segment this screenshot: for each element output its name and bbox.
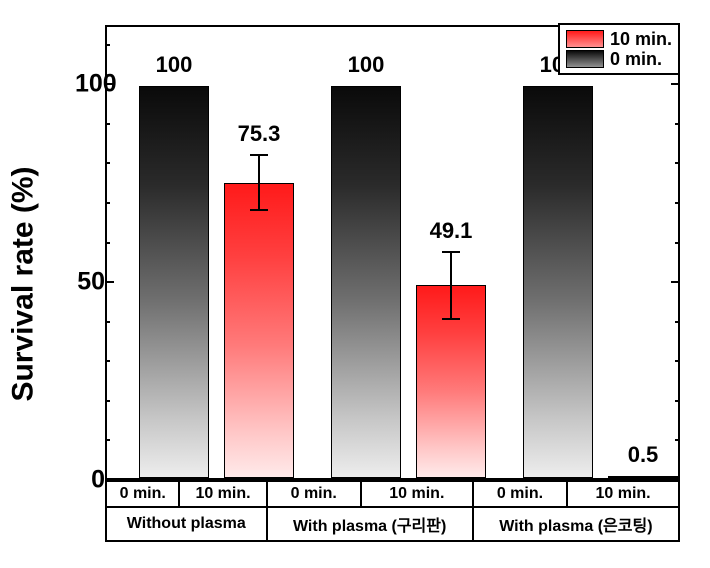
x-group-cell: Without plasma	[106, 507, 267, 541]
x-group-cell: With plasma (은코팅)	[473, 507, 679, 541]
plot-area: 10075.310049.11000.5	[105, 25, 680, 480]
error-bar	[258, 155, 260, 210]
legend-swatch-red	[566, 30, 604, 48]
error-cap	[250, 209, 268, 211]
survival-rate-chart: Survival rate (%) 10 min. 0 min. 050100 …	[0, 0, 710, 568]
legend: 10 min. 0 min.	[558, 23, 680, 75]
bar-black	[331, 86, 401, 478]
x-group-row: Without plasma With plasma (구리판) With pl…	[106, 507, 679, 541]
x-sub-cell: 0 min.	[267, 481, 361, 507]
error-cap	[442, 251, 460, 253]
x-sub-cell: 0 min.	[473, 481, 567, 507]
x-sub-row: 0 min. 10 min. 0 min. 10 min. 0 min. 10 …	[106, 481, 679, 507]
legend-label: 0 min.	[610, 49, 662, 69]
value-label: 75.3	[238, 121, 281, 147]
legend-item: 0 min.	[566, 49, 672, 69]
y-tick-label: 100	[75, 70, 105, 99]
bar-red	[224, 183, 294, 478]
x-axis-table: 0 min. 10 min. 0 min. 10 min. 0 min. 10 …	[105, 480, 680, 542]
x-group-cell: With plasma (구리판)	[267, 507, 473, 541]
x-sub-cell: 10 min.	[567, 481, 679, 507]
value-label: 100	[348, 52, 385, 78]
y-tick-label: 0	[75, 466, 105, 495]
legend-label: 10 min.	[610, 29, 672, 49]
value-label: 0.5	[628, 442, 659, 468]
legend-item: 10 min.	[566, 29, 672, 49]
legend-swatch-black	[566, 50, 604, 68]
value-label: 100	[156, 52, 193, 78]
x-sub-cell: 10 min.	[179, 481, 266, 507]
error-cap	[442, 318, 460, 320]
x-sub-cell: 0 min.	[106, 481, 179, 507]
error-bar	[450, 252, 452, 319]
error-cap	[250, 154, 268, 156]
y-axis-label: Survival rate (%)	[7, 166, 41, 401]
x-sub-cell: 10 min.	[361, 481, 473, 507]
value-label: 49.1	[430, 218, 473, 244]
bar-black	[523, 86, 593, 478]
bar-black	[139, 86, 209, 478]
y-tick-label: 50	[75, 268, 105, 297]
bar-red	[608, 476, 678, 478]
